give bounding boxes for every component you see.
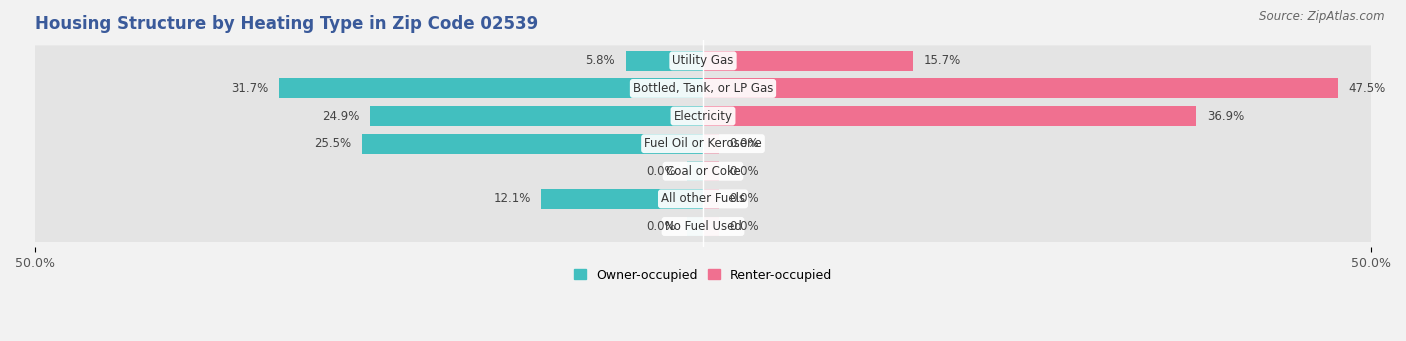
Text: Source: ZipAtlas.com: Source: ZipAtlas.com — [1260, 10, 1385, 23]
Text: 0.0%: 0.0% — [730, 137, 759, 150]
Text: 0.0%: 0.0% — [730, 165, 759, 178]
Text: Housing Structure by Heating Type in Zip Code 02539: Housing Structure by Heating Type in Zip… — [35, 15, 538, 33]
Bar — [703, 78, 1337, 98]
Text: No Fuel Used: No Fuel Used — [665, 220, 741, 233]
Text: 0.0%: 0.0% — [730, 192, 759, 205]
FancyBboxPatch shape — [35, 156, 1371, 187]
Bar — [541, 189, 703, 209]
Bar — [370, 106, 703, 126]
Text: 24.9%: 24.9% — [322, 109, 360, 122]
FancyBboxPatch shape — [35, 101, 1371, 132]
FancyBboxPatch shape — [35, 128, 1371, 159]
Text: 0.0%: 0.0% — [730, 220, 759, 233]
Bar — [703, 189, 718, 209]
Text: 36.9%: 36.9% — [1206, 109, 1244, 122]
Text: Fuel Oil or Kerosene: Fuel Oil or Kerosene — [644, 137, 762, 150]
Text: 25.5%: 25.5% — [315, 137, 352, 150]
Text: Bottled, Tank, or LP Gas: Bottled, Tank, or LP Gas — [633, 82, 773, 95]
Text: 47.5%: 47.5% — [1348, 82, 1385, 95]
Text: All other Fuels: All other Fuels — [661, 192, 745, 205]
Bar — [703, 134, 718, 153]
FancyBboxPatch shape — [35, 211, 1371, 242]
Text: 5.8%: 5.8% — [585, 54, 614, 67]
Text: Electricity: Electricity — [673, 109, 733, 122]
FancyBboxPatch shape — [35, 45, 1371, 76]
Bar — [688, 161, 703, 181]
Text: 12.1%: 12.1% — [494, 192, 530, 205]
Text: 0.0%: 0.0% — [647, 220, 676, 233]
Bar — [703, 51, 912, 71]
Bar — [280, 78, 703, 98]
Bar — [703, 217, 718, 236]
FancyBboxPatch shape — [35, 183, 1371, 214]
Bar — [703, 161, 718, 181]
Bar — [688, 217, 703, 236]
Bar — [626, 51, 703, 71]
Bar — [703, 106, 1197, 126]
Bar — [363, 134, 703, 153]
Text: 15.7%: 15.7% — [924, 54, 960, 67]
Text: Utility Gas: Utility Gas — [672, 54, 734, 67]
Text: 31.7%: 31.7% — [232, 82, 269, 95]
Text: Coal or Coke: Coal or Coke — [665, 165, 741, 178]
Text: 0.0%: 0.0% — [647, 165, 676, 178]
Legend: Owner-occupied, Renter-occupied: Owner-occupied, Renter-occupied — [568, 264, 838, 286]
FancyBboxPatch shape — [35, 73, 1371, 104]
